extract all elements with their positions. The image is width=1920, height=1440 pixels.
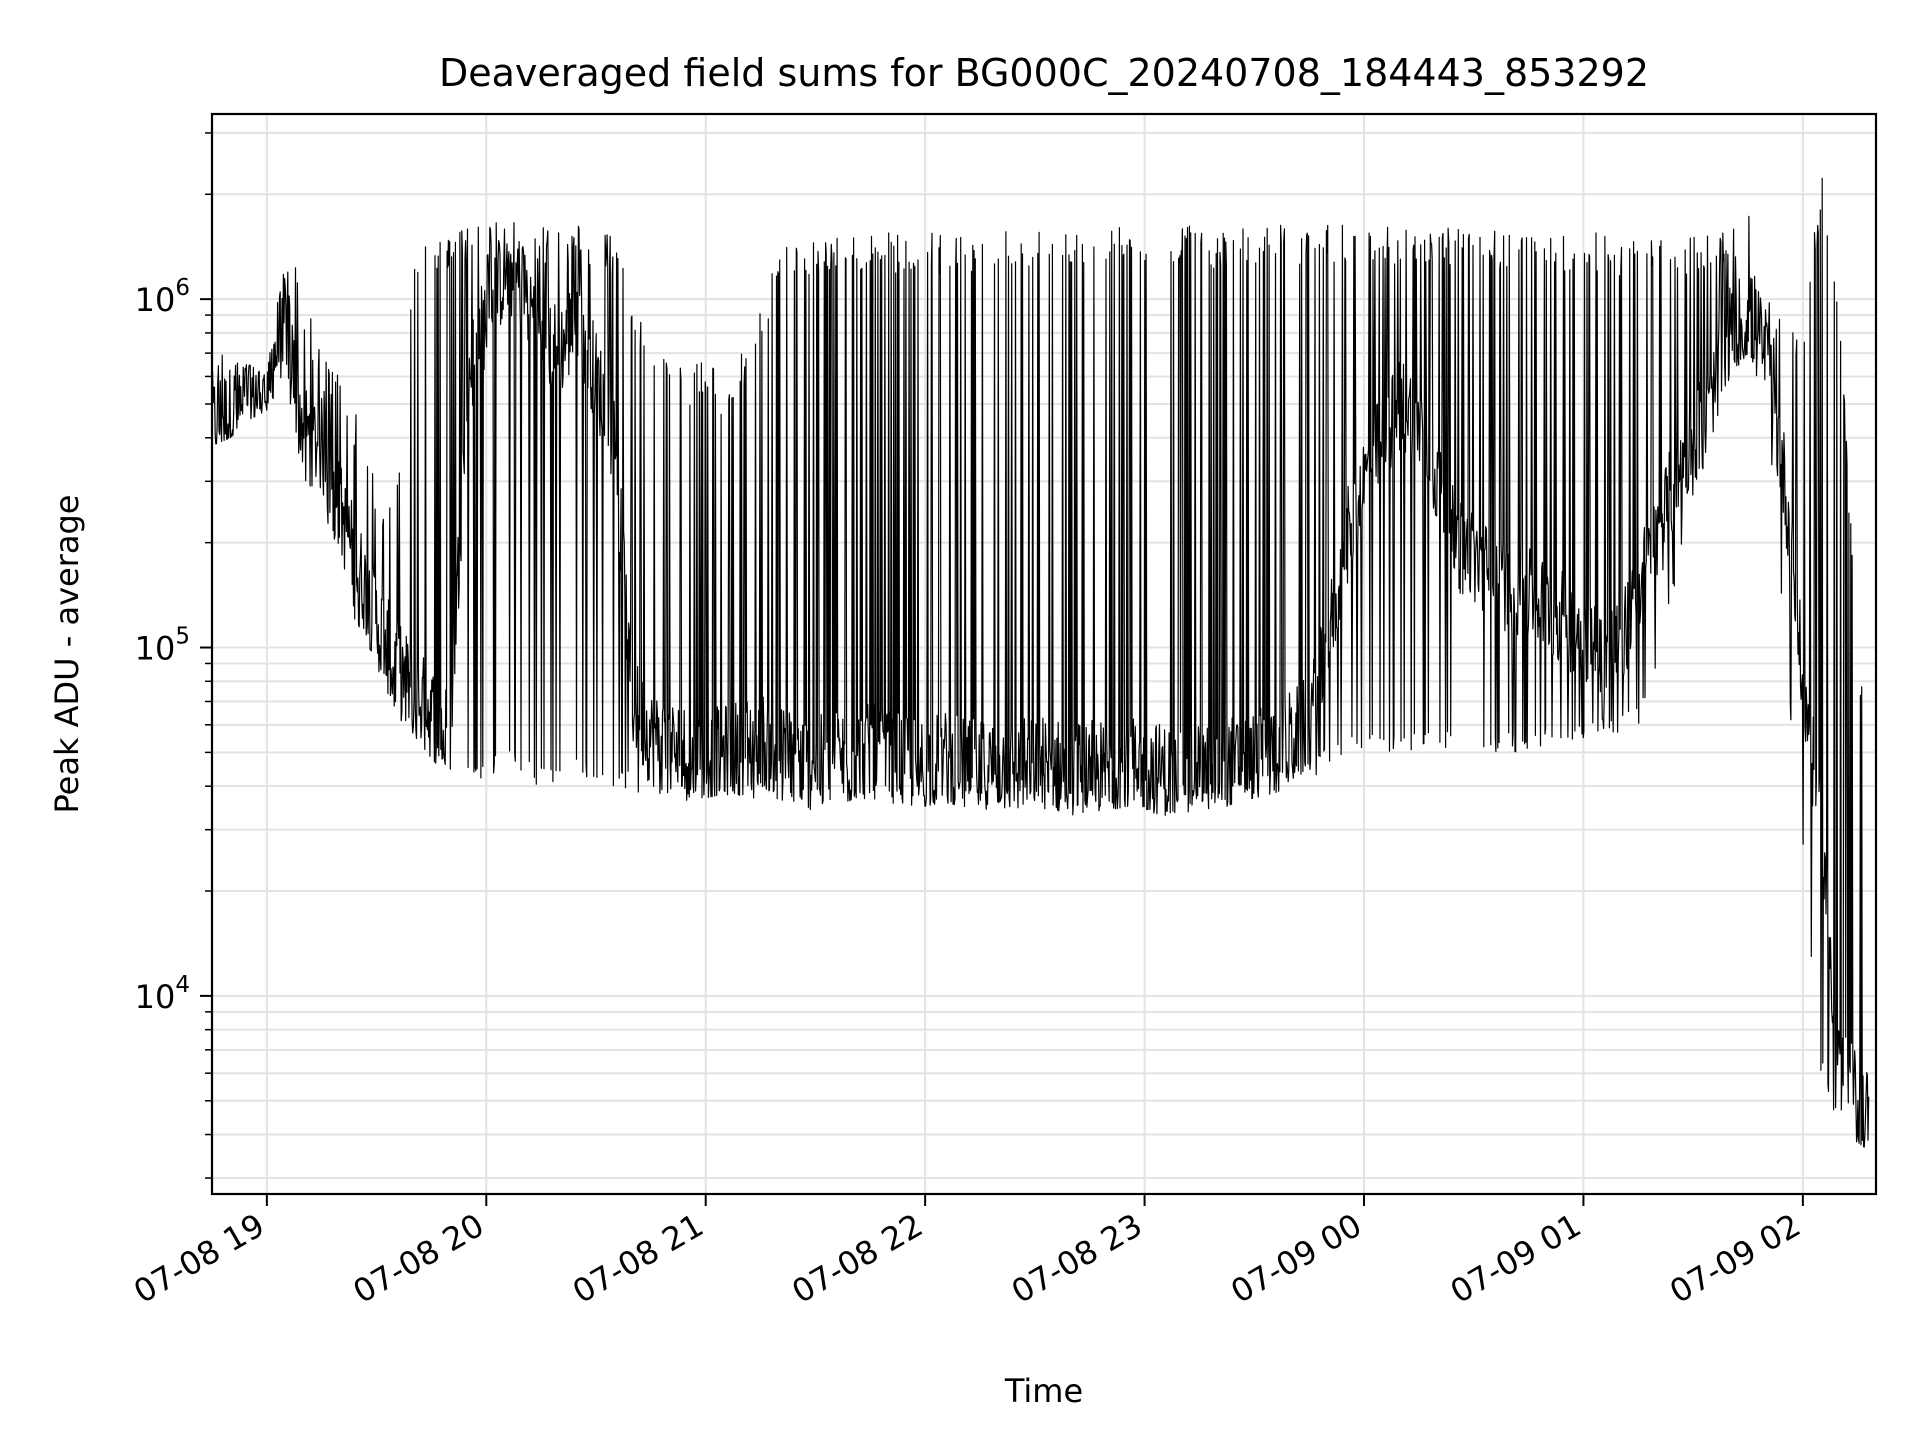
data-line <box>211 177 1870 1148</box>
series-line <box>211 177 1870 1148</box>
y-tick-label: 105 <box>135 624 190 668</box>
y-tick-label: 104 <box>135 972 190 1016</box>
y-tick-label: 106 <box>135 275 190 319</box>
y-axis: 104 105 106 <box>135 132 212 1179</box>
plot-frame <box>210 112 1878 1196</box>
y-axis-label: Peak ADU - average <box>48 495 86 814</box>
x-axis-label: Time <box>1004 1372 1083 1410</box>
chart-title: Deaveraged field sums for BG000C_2024070… <box>439 51 1649 95</box>
